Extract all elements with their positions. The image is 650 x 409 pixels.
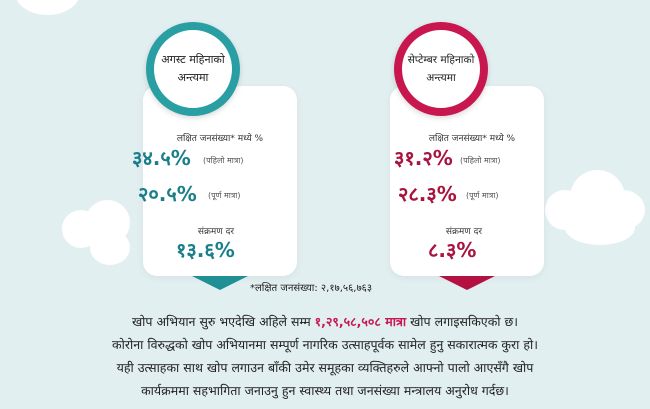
full-dose-label: (पूर्ण मात्रा) xyxy=(208,191,241,200)
doses-highlight: १,२९,५८,५०८ मात्रा xyxy=(314,314,407,329)
target-population-label: लक्षित जनसंख्या* मध्ये % xyxy=(428,134,516,144)
message-line-4: कार्यक्रममा सहभागिता जनाउनु हुन स्वास्थ्… xyxy=(141,383,509,398)
infection-rate-label: संक्रमण दर xyxy=(445,227,483,237)
message-line-1-prefix: खोप अभियान सुरु भएदेखि अहिले सम्म xyxy=(131,314,315,329)
infection-rate-label: संक्रमण दर xyxy=(197,227,235,237)
full-dose-value: २०.५% xyxy=(138,182,197,206)
month-title-ring: सेप्टेम्बर महिनाको अन्त्यमा xyxy=(394,22,488,116)
message-line-3: यही उत्साहका साथ खोप लगाउन बाँकी उमेर सम… xyxy=(116,360,534,375)
infection-rate-value: ८.३% xyxy=(428,238,477,262)
first-dose-value: ३१.२% xyxy=(394,146,453,170)
target-population-label: लक्षित जनसंख्या* मध्ये % xyxy=(176,134,264,144)
month-title: सेप्टेम्बर महिनाको अन्त्यमा xyxy=(407,54,475,84)
cloud-decoration xyxy=(90,230,130,265)
message-paragraph: खोप अभियान सुरु भएदेखि अहिले सम्म १,२९,५… xyxy=(0,310,650,402)
full-dose-label: (पूर्ण मात्रा) xyxy=(466,191,499,200)
target-population-footnote: *लक्षित जनसंख्या: २,१७,५६,७६३ xyxy=(250,283,373,294)
first-dose-label: (पहिलो मात्रा) xyxy=(460,156,501,165)
message-line-1: खोप अभियान सुरु भएदेखि अहिले सम्म १,२९,५… xyxy=(0,310,650,333)
month-title-ring: अगस्ट महिनाको अन्त्यमा xyxy=(146,22,240,116)
message-line-2: कोरोना विरुद्धको खोप अभियानमा सम्पूर्ण न… xyxy=(112,337,538,352)
message-line-1-suffix: खोप लगाइसकिएको छ। xyxy=(406,314,519,329)
full-dose-value: २८.३% xyxy=(398,182,457,206)
month-title: अगस्ट महिनाको अन्त्यमा xyxy=(161,53,225,84)
first-dose-value: ३४.५% xyxy=(132,146,191,170)
first-dose-label: (पहिलो मात्रा) xyxy=(203,156,244,165)
infection-rate-value: १३.६% xyxy=(176,238,235,262)
cloud-decoration xyxy=(15,0,80,15)
cloud-decoration xyxy=(565,210,635,245)
